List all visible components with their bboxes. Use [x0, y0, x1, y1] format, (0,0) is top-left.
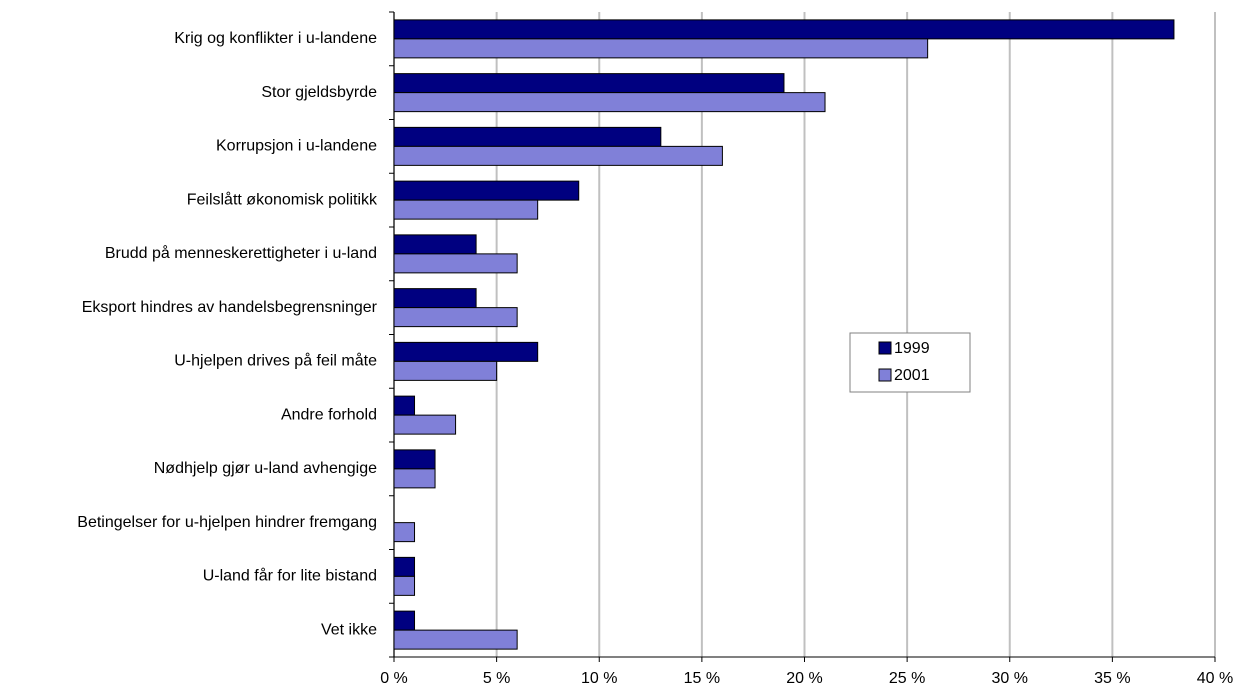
bar [393, 145, 723, 166]
bar [393, 629, 518, 650]
bar [393, 556, 416, 577]
y-tick-label: Betingelser for u-hjelpen hindrer fremga… [77, 514, 377, 531]
bar [393, 395, 416, 416]
bar [393, 199, 539, 220]
bar [393, 253, 518, 274]
x-tick-label: 25 % [889, 670, 925, 687]
x-tick-label: 10 % [581, 670, 617, 687]
x-tick-label: 15 % [684, 670, 720, 687]
x-tick-label: 0 % [380, 670, 408, 687]
bar [393, 575, 416, 596]
bar [393, 468, 436, 489]
bar [393, 449, 436, 470]
x-tick-label: 35 % [1094, 670, 1130, 687]
legend-label: 1999 [894, 340, 930, 357]
bar [393, 522, 416, 543]
legend-swatch [878, 368, 892, 382]
legend: 1999 2001 [849, 332, 971, 393]
y-tick-label: U-land får for lite bistand [203, 567, 377, 585]
x-tick-label: 5 % [483, 670, 511, 687]
bar [393, 92, 826, 113]
y-tick-label: Feilslått økonomisk politikk [187, 190, 378, 208]
y-tick-label: U-hjelpen drives på feil måte [174, 352, 377, 370]
x-tick-label: 40 % [1197, 670, 1233, 687]
bar [393, 341, 539, 362]
bar [393, 360, 498, 381]
bar [393, 414, 457, 435]
bar [393, 610, 416, 631]
bar [393, 126, 662, 147]
bar [393, 180, 580, 201]
y-tick-label: Andre forhold [281, 406, 377, 423]
legend-box [849, 332, 971, 393]
y-tick-label: Vet ikke [321, 621, 377, 638]
legend-swatch [878, 341, 892, 355]
y-tick-label: Korrupsjon i u-landene [216, 138, 377, 155]
y-tick-label: Eksport hindres av handelsbegrensninger [82, 299, 378, 316]
bar [393, 19, 1175, 40]
x-tick-label: 30 % [992, 670, 1028, 687]
legend-label: 2001 [894, 367, 930, 384]
bar [393, 234, 477, 255]
bar [393, 38, 929, 59]
y-tick-label: Stor gjeldsbyrde [261, 84, 377, 101]
bar [393, 288, 477, 309]
x-tick-label: 20 % [786, 670, 822, 687]
y-tick-label: Nødhjelp gjør u-land avhengige [154, 460, 377, 477]
bar [393, 73, 785, 94]
y-tick-label: Krig og konflikter i u-landene [174, 30, 377, 47]
bar [393, 307, 518, 328]
y-tick-label: Brudd på menneskerettigheter i u-land [105, 244, 377, 262]
